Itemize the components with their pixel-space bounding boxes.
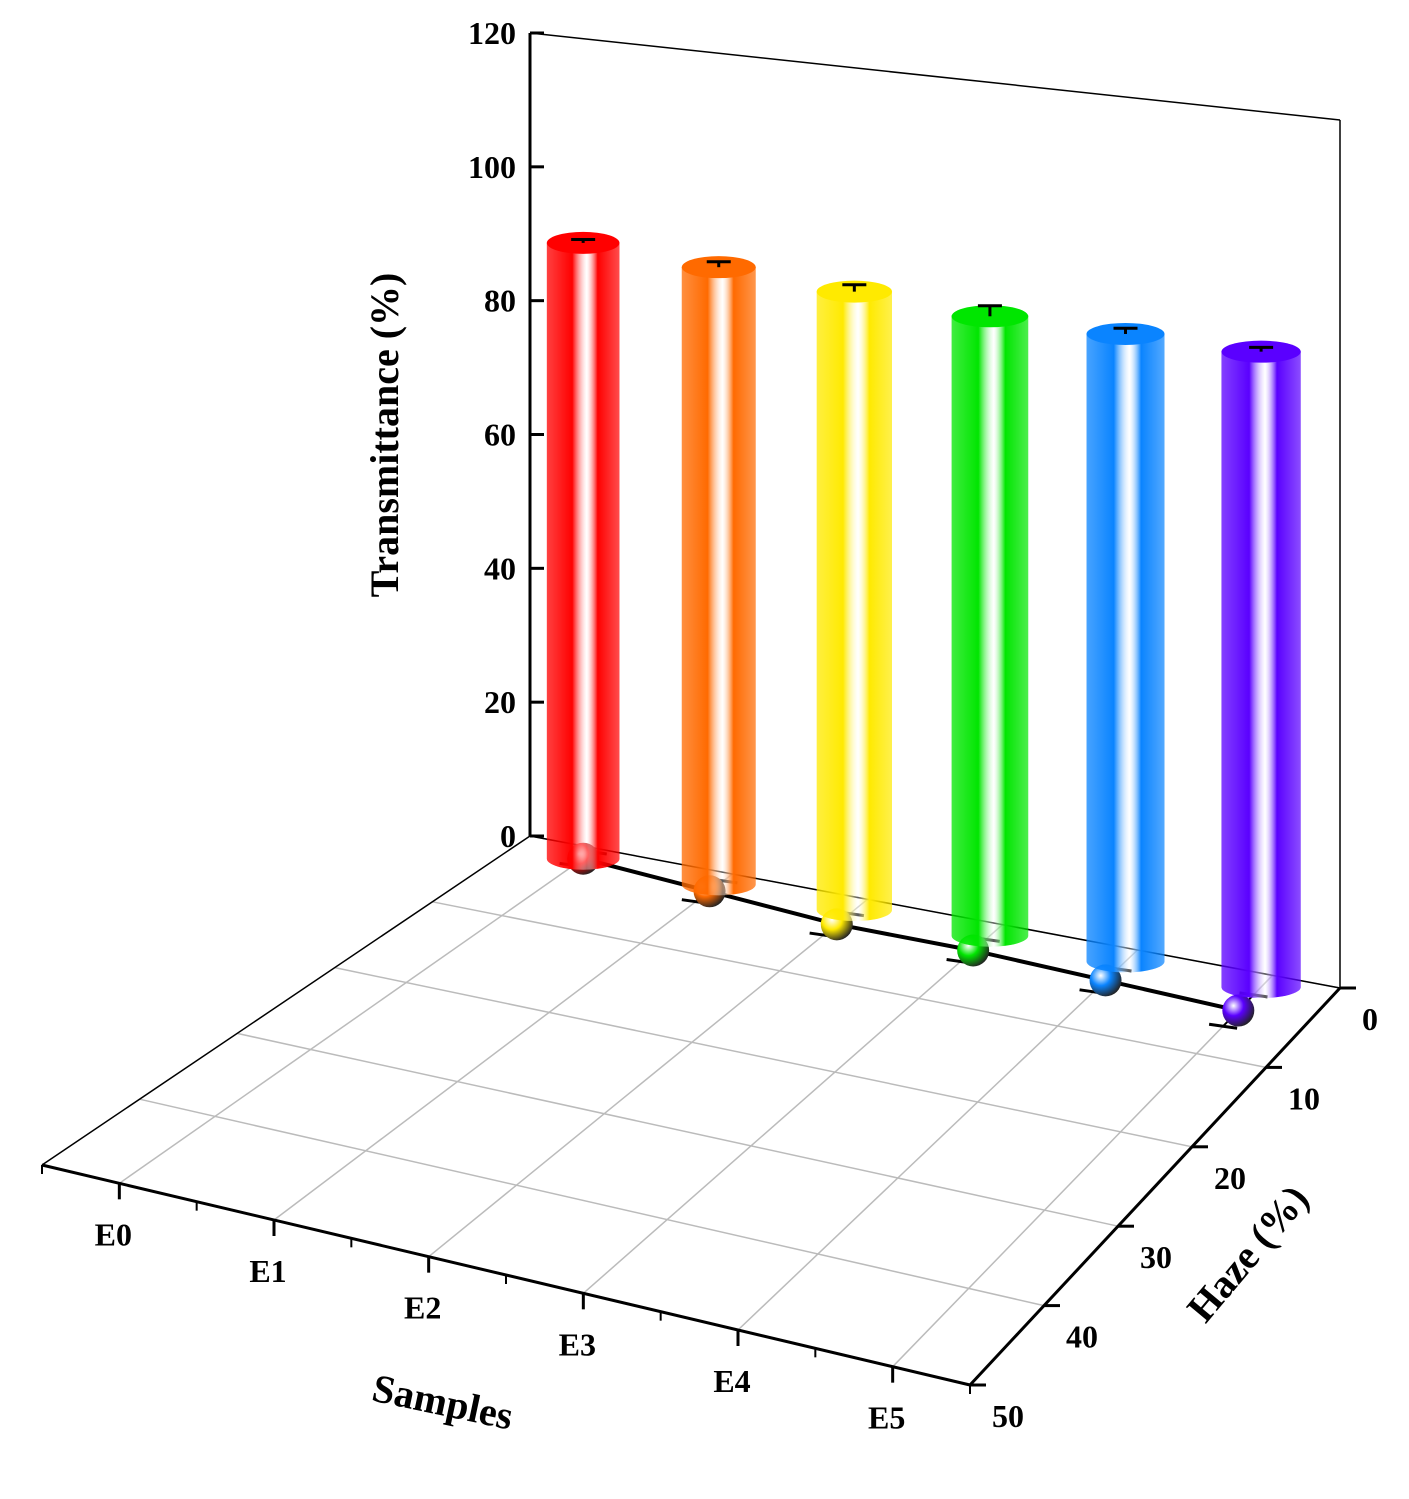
bar bbox=[951, 316, 1029, 947]
floor-edge bbox=[41, 835, 531, 1166]
x-tick-label: E5 bbox=[868, 1400, 905, 1436]
floor-grid-line bbox=[273, 873, 733, 1221]
x-tick-label: E3 bbox=[559, 1326, 596, 1362]
y-axis-title: Haze (%) bbox=[1178, 1176, 1317, 1330]
bar bbox=[546, 242, 620, 870]
axis-line bbox=[968, 986, 1342, 1387]
y-tick-label: 30 bbox=[1140, 1239, 1172, 1275]
z-tick-label: 0 bbox=[500, 818, 516, 854]
haze-point bbox=[1222, 994, 1255, 1027]
z-tick-label: 60 bbox=[484, 417, 516, 453]
z-tick-label: 120 bbox=[468, 15, 516, 51]
y-tick-label: 0 bbox=[1362, 1001, 1378, 1037]
x-tick-label: E4 bbox=[713, 1363, 750, 1399]
floor-edge bbox=[529, 835, 1341, 989]
z-tick-label: 80 bbox=[484, 283, 516, 319]
z-tick-label: 20 bbox=[484, 684, 516, 720]
bar bbox=[681, 267, 756, 896]
floor-grid-line bbox=[892, 974, 1274, 1368]
haze-point bbox=[1089, 964, 1122, 997]
floor-grid-line bbox=[428, 898, 868, 1258]
y-tick-label: 20 bbox=[1214, 1160, 1246, 1196]
y-tick-label: 40 bbox=[1066, 1319, 1098, 1355]
y-tick-label: 50 bbox=[992, 1398, 1024, 1434]
floor-grid-line bbox=[582, 924, 1003, 1294]
x-axis-title: Samples bbox=[369, 1365, 517, 1439]
floor-grid-line bbox=[139, 1098, 1045, 1307]
floor-grid-line bbox=[334, 966, 1193, 1148]
z-tick-label: 100 bbox=[468, 149, 516, 185]
z-tick-label: 40 bbox=[484, 550, 516, 586]
wall-edge bbox=[529, 32, 1341, 121]
bar bbox=[1086, 333, 1165, 973]
x-tick-label: E0 bbox=[95, 1216, 132, 1252]
floor-grid-line bbox=[118, 848, 598, 1184]
y-tick-label: 10 bbox=[1288, 1080, 1320, 1116]
x-tick-label: E1 bbox=[249, 1253, 286, 1289]
floor-grid-line bbox=[737, 949, 1139, 1331]
x-tick-label: E2 bbox=[404, 1290, 441, 1326]
floor-grid-line bbox=[237, 1032, 1119, 1227]
bar bbox=[1221, 351, 1301, 999]
z-axis-title: Transmittance (%) bbox=[362, 273, 407, 598]
bar bbox=[816, 291, 893, 922]
floor-grid-line bbox=[432, 901, 1267, 1069]
